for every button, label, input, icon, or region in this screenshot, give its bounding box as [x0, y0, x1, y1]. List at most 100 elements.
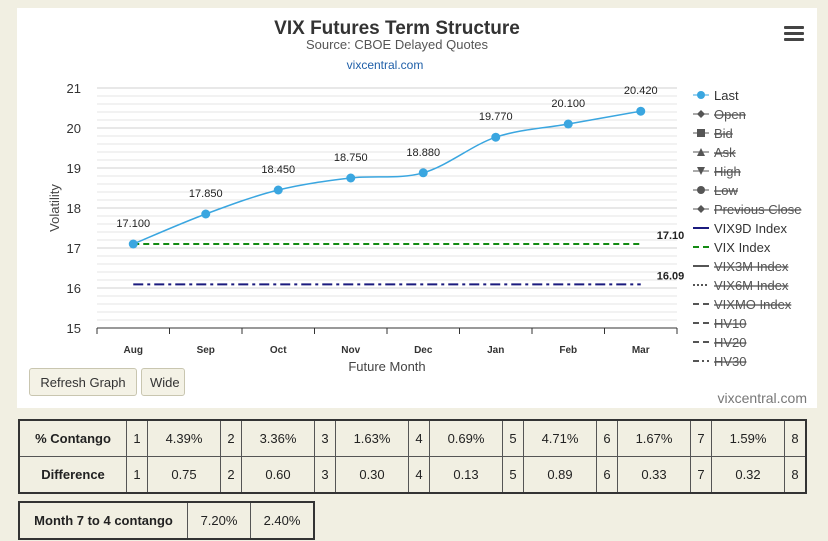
data-label: 18.750 — [334, 152, 368, 164]
last-series-point — [636, 106, 646, 116]
legend-label: Bid — [714, 126, 733, 141]
cell-index: 8 — [784, 419, 807, 457]
cell-index: 2 — [220, 456, 242, 494]
data-label: 20.420 — [624, 85, 658, 97]
cell-index: 1 — [126, 419, 148, 457]
y-axis-title: Volatility — [47, 184, 62, 232]
credit-text: vixcentral.com — [717, 390, 807, 406]
last-series-point — [418, 168, 428, 178]
legend-triangle-down-marker — [697, 167, 705, 175]
y-tick-label: 21 — [67, 81, 81, 96]
cell-index: 5 — [502, 456, 524, 494]
cell-value: 0.69% — [429, 419, 503, 457]
cell-index: 8 — [784, 456, 807, 494]
legend-label: VIX Index — [714, 240, 771, 255]
y-tick-label: 18 — [67, 201, 81, 216]
legend-item[interactable]: VIX9D Index — [693, 221, 787, 236]
legend-triangle-marker — [697, 148, 705, 156]
last-series-point — [346, 173, 356, 183]
legend-label: Low — [714, 183, 738, 198]
legend-item[interactable]: Last — [693, 88, 739, 103]
legend-label: Previous Close — [714, 202, 801, 217]
cell-index: 3 — [314, 419, 336, 457]
contango-table: % Contango 1 4.39% 2 3.36% 3 1.63% 4 0.69% 5 4.71%… — [18, 419, 807, 494]
last-series-point — [563, 119, 573, 129]
legend-label: HV20 — [714, 335, 747, 350]
chart-subtitle: Source: CBOE Delayed Quotes — [306, 37, 489, 52]
legend-item[interactable]: Low — [693, 183, 738, 198]
data-label: 17.850 — [189, 188, 223, 200]
legend-item[interactable]: VIX Index — [693, 240, 771, 255]
data-label: 18.880 — [406, 147, 440, 159]
legend-diamond-marker — [697, 110, 705, 118]
legend-item[interactable]: High — [693, 164, 741, 179]
x-tick-label: Nov — [341, 345, 360, 356]
table-row: Difference 1 0.75 2 0.60 3 0.30 4 0.13 5 0.89 6 0.33… — [18, 456, 807, 494]
legend-label: High — [714, 164, 741, 179]
legend-item[interactable]: Previous Close — [693, 202, 801, 217]
table-row: % Contango 1 4.39% 2 3.36% 3 1.63% 4 0.69% 5 4.71%… — [18, 419, 807, 457]
data-label: 18.450 — [261, 164, 295, 176]
month-7-to-4-table: Month 7 to 4 contango 7.20% 2.40% — [18, 501, 315, 540]
legend-item[interactable]: VIXMO Index — [693, 297, 792, 312]
legend-item[interactable]: HV20 — [693, 335, 747, 350]
x-tick-label: Aug — [124, 345, 143, 356]
data-label: 17.100 — [116, 218, 150, 230]
cell-value: 0.30 — [335, 456, 409, 494]
legend-item[interactable]: Ask — [693, 145, 736, 160]
legend-item[interactable]: HV30 — [693, 354, 747, 369]
legend-diamond-marker — [697, 205, 705, 213]
last-series-point — [128, 239, 138, 249]
month74-label: Month 7 to 4 contango — [18, 501, 188, 540]
legend-square-marker — [697, 129, 705, 137]
cell-value: 0.13 — [429, 456, 503, 494]
cell-index: 4 — [408, 456, 430, 494]
menu-icon[interactable] — [784, 26, 804, 42]
legend-item[interactable]: VIX3M Index — [693, 259, 789, 274]
cell-index: 7 — [690, 456, 712, 494]
wide-button[interactable]: Wide — [141, 368, 185, 396]
legend-label: VIX9D Index — [714, 221, 787, 236]
legend-item[interactable]: Open — [693, 107, 746, 122]
y-tick-label: 17 — [67, 241, 81, 256]
data-label: 19.770 — [479, 111, 513, 123]
legend-label: VIXMO Index — [714, 297, 792, 312]
y-tick-label: 15 — [67, 321, 81, 336]
cell-value: 0.60 — [241, 456, 315, 494]
data-label: 16.09 — [657, 270, 685, 282]
legend-label: Open — [714, 107, 746, 122]
cell-index: 7 — [690, 419, 712, 457]
x-tick-label: Jan — [487, 345, 504, 356]
legend-item[interactable]: VIX6M Index — [693, 278, 789, 293]
chart-title: VIX Futures Term Structure — [274, 18, 520, 39]
cell-index: 1 — [126, 456, 148, 494]
chart-link: vixcentral.com — [347, 58, 424, 72]
legend-label: Ask — [714, 145, 736, 160]
cell-value: 0.33 — [617, 456, 691, 494]
table-row: Month 7 to 4 contango 7.20% 2.40% — [18, 501, 315, 540]
legend-item[interactable]: Bid — [693, 126, 733, 141]
x-tick-label: Oct — [270, 345, 287, 356]
cell-value: 4.71% — [523, 419, 597, 457]
last-series-point — [273, 185, 283, 195]
cell-value: 1.59% — [711, 419, 785, 457]
cell-index: 3 — [314, 456, 336, 494]
cell-value: 3.36% — [241, 419, 315, 457]
cell-value: 1.63% — [335, 419, 409, 457]
legend-item[interactable]: HV10 — [693, 316, 747, 331]
legend-circle-marker — [697, 186, 705, 194]
legend-circle-marker — [697, 91, 705, 99]
last-series-point — [201, 209, 211, 219]
cell-value: 0.75 — [147, 456, 221, 494]
legend-label: VIX3M Index — [714, 259, 789, 274]
cell-value: 0.32 — [711, 456, 785, 494]
month74-value-2: 2.40% — [250, 501, 315, 540]
refresh-graph-button[interactable]: Refresh Graph — [29, 368, 137, 396]
legend-label: HV30 — [714, 354, 747, 369]
y-tick-label: 20 — [67, 121, 81, 136]
chart-panel: VIX Futures Term Structure Source: CBOE D… — [17, 8, 817, 408]
y-tick-label: 19 — [67, 161, 81, 176]
cell-index: 6 — [596, 419, 618, 457]
data-label: 17.10 — [657, 230, 685, 242]
